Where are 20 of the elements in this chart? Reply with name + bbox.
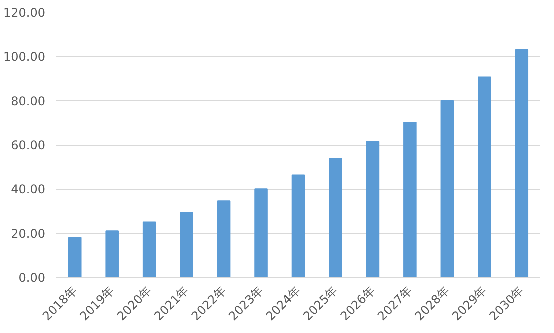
bar — [142, 222, 156, 278]
y-tick-label: 40.00 — [11, 182, 46, 197]
y-tick-label: 20.00 — [11, 226, 46, 241]
y-tick-label: 100.00 — [4, 50, 46, 64]
bar — [180, 212, 194, 278]
bar — [329, 158, 342, 278]
y-tick-label: 0.00 — [18, 271, 46, 285]
bar — [68, 237, 82, 278]
bar — [254, 188, 268, 278]
y-tick-label: 80.00 — [11, 94, 46, 108]
bar — [478, 76, 492, 278]
bar — [292, 174, 306, 278]
bar — [404, 122, 417, 278]
y-tick-label: 120.00 — [4, 6, 46, 20]
bar — [440, 100, 454, 278]
y-tick-label: 60.00 — [11, 138, 46, 152]
bar — [106, 230, 119, 278]
bar — [366, 141, 380, 278]
bar — [515, 50, 529, 278]
bar — [217, 200, 231, 278]
